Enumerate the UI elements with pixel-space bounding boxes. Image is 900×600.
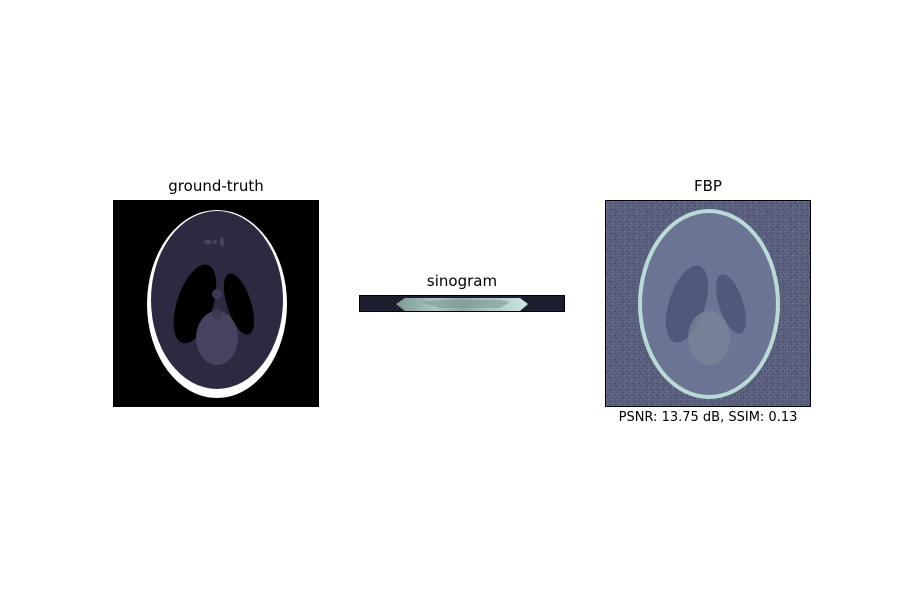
sinogram-image [359,295,565,312]
ground-truth-image [113,200,319,407]
sinogram-title: sinogram [426,272,498,290]
sinogram-plot [360,296,564,311]
fbp-image [605,200,811,407]
fbp-metrics-caption: PSNR: 13.75 dB, SSIM: 0.13 [618,410,798,425]
shepp-logan-phantom [114,201,318,406]
fbp-reconstruction [606,201,810,406]
ground-truth-title: ground-truth [168,177,264,195]
fbp-title: FBP [694,177,722,195]
